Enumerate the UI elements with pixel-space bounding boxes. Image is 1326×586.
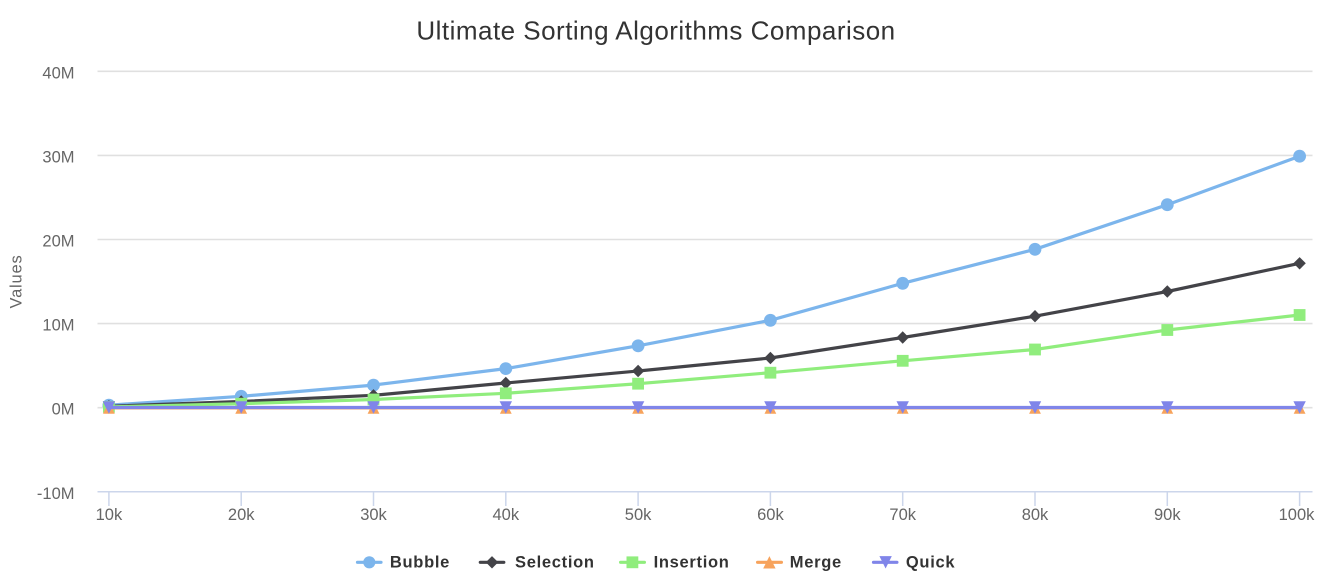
svg-text:Values: Values [8,254,26,308]
svg-text:40M: 40M [42,64,74,82]
svg-text:80k: 80k [1022,506,1049,524]
svg-text:-10M: -10M [37,485,75,503]
svg-text:Bubble: Bubble [390,553,450,571]
svg-text:100k: 100k [1279,506,1316,524]
svg-text:20k: 20k [228,506,255,524]
svg-text:Insertion: Insertion [654,553,730,571]
svg-text:30M: 30M [42,148,74,166]
svg-text:Ultimate Sorting Algorithms Co: Ultimate Sorting Algorithms Comparison [416,16,895,46]
svg-text:90k: 90k [1154,506,1181,524]
svg-text:70k: 70k [889,506,916,524]
svg-text:50k: 50k [625,506,652,524]
svg-text:Quick: Quick [906,553,955,571]
svg-text:40k: 40k [492,506,519,524]
svg-text:0M: 0M [52,401,75,419]
svg-text:60k: 60k [757,506,784,524]
svg-text:20M: 20M [42,233,74,251]
svg-text:30k: 30k [360,506,387,524]
svg-text:10M: 10M [42,317,74,335]
svg-text:10k: 10k [96,506,123,524]
svg-text:Selection: Selection [515,553,595,571]
svg-text:Merge: Merge [790,553,842,571]
